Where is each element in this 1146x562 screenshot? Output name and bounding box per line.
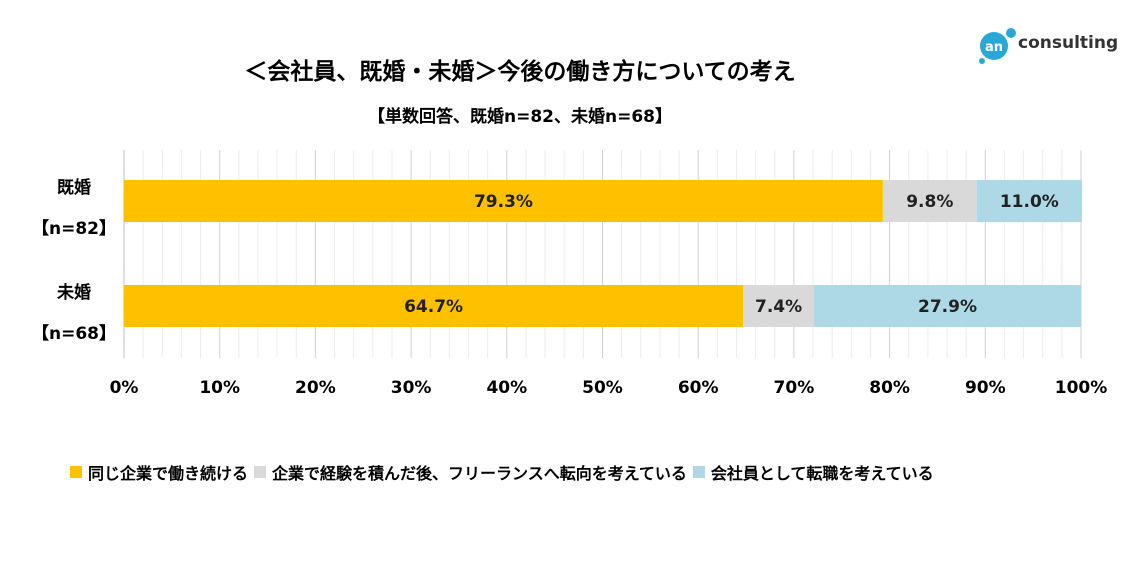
legend-swatch [254,466,267,478]
data-label: 79.3% [474,192,533,212]
chart-subtitle: 【単数回答、既婚n=82、未婚n=68】 [367,107,672,127]
x-tick-label: 90% [965,378,1006,398]
logo-mark-icon: an [979,28,1016,64]
category-sublabel: 【n=68】 [32,323,116,344]
chart-title: ＜会社員、既婚・未婚＞今後の働き方についての考え [244,59,796,85]
legend-label: 企業で経験を積んだ後、フリーランスへ転向を考えている [272,464,687,483]
legend-label: 会社員として転職を考えている [710,464,934,483]
data-label: 7.4% [755,297,802,317]
bar-segment [882,180,977,222]
legend-item: 同じ企業で働き続ける [70,460,248,484]
x-tick-label: 0% [110,378,139,398]
data-label: 11.0% [1000,192,1059,212]
bar-segment [743,285,814,327]
stacked-bar-chart: 79.3% 9.8% 11.0% 既婚【n=82】 64.7% 7.4% 27.9% 未婚【n… [32,150,1108,398]
bar-segment [124,180,883,222]
category-sublabel: 【n=82】 [32,218,116,239]
x-tick-label: 30% [391,378,432,398]
x-tick-label: 80% [869,378,910,398]
x-tick-label: 60% [678,378,719,398]
x-tick-label: 40% [486,378,527,398]
x-tick-label: 70% [774,378,815,398]
bar-segment [124,285,744,327]
legend-swatch [70,466,82,478]
brand-logo: an consulting [978,26,1128,66]
bar-segment [976,180,1082,222]
data-label: 9.8% [906,192,953,212]
x-tick-label: 100% [1055,378,1108,398]
bar-segment [813,285,1081,327]
data-label: 27.9% [918,297,977,317]
legend-item: 会社員として転職を考えている [692,460,934,484]
category-label: 未婚 [56,282,91,303]
x-tick-label: 10% [199,378,240,398]
x-tick-label: 50% [582,378,623,398]
legend-item: 企業で経験を積んだ後、フリーランスへ転向を考えている [254,460,687,484]
data-label: 64.7% [404,297,463,317]
legend-swatch [692,466,705,478]
logo-text: consulting [1018,33,1119,53]
category-label: 既婚 [57,177,91,198]
x-tick-label: 20% [295,378,336,398]
logo-mark-text: an [985,40,1003,55]
legend-label: 同じ企業で働き続ける [88,464,249,483]
chart-legend: 同じ企業で働き続ける 企業で経験を積んだ後、フリーランスへ転向を考えている 会社員と… [70,460,940,484]
